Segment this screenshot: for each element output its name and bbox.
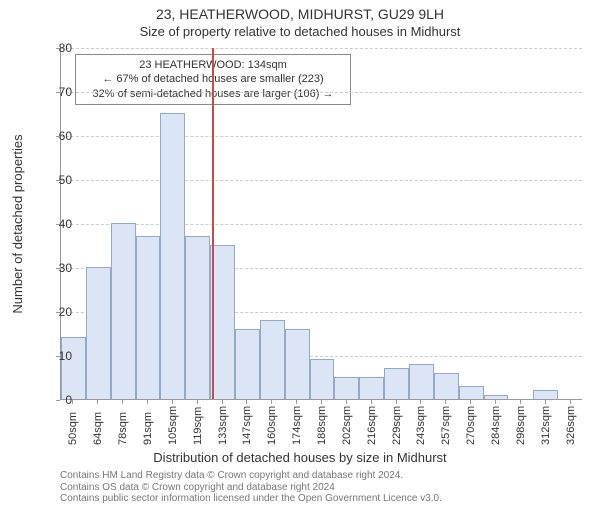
bar: [86, 267, 111, 399]
y-tick-mark: [56, 400, 60, 401]
x-tick-label: 133sqm: [217, 406, 229, 445]
x-tick-label: 50sqm: [67, 412, 79, 445]
bar: [235, 329, 260, 399]
x-tick-mark: [545, 400, 546, 404]
x-axis-label: Distribution of detached houses by size …: [0, 450, 600, 465]
x-tick-label: 216sqm: [366, 406, 378, 445]
x-tick-mark: [72, 400, 73, 404]
bar: [434, 373, 459, 399]
x-tick-mark: [321, 400, 322, 404]
x-tick-mark: [495, 400, 496, 404]
bar: [61, 337, 86, 399]
x-tick-label: 312sqm: [540, 406, 552, 445]
x-tick-label: 105sqm: [167, 406, 179, 445]
x-tick-mark: [396, 400, 397, 404]
x-tick-label: 243sqm: [415, 406, 427, 445]
x-tick-mark: [222, 400, 223, 404]
x-tick-mark: [172, 400, 173, 404]
x-tick-label: 284sqm: [490, 406, 502, 445]
x-tick-label: 160sqm: [266, 406, 278, 445]
y-tick-mark: [56, 48, 60, 49]
bar: [260, 320, 285, 399]
x-tick-label: 147sqm: [241, 406, 253, 445]
x-tick-label: 270sqm: [465, 406, 477, 445]
y-tick-mark: [56, 312, 60, 313]
x-tick-mark: [470, 400, 471, 404]
plot-area: 23 HEATHERWOOD: 134sqm ← 67% of detached…: [60, 48, 582, 400]
y-axis-label: Number of detached properties: [10, 134, 25, 313]
y-tick-mark: [56, 180, 60, 181]
gridline: [61, 48, 582, 49]
bar: [160, 113, 185, 399]
x-tick-mark: [520, 400, 521, 404]
chart-title-address: 23, HEATHERWOOD, MIDHURST, GU29 9LH: [0, 6, 600, 22]
chart-caption: Contains HM Land Registry data © Crown c…: [60, 470, 582, 505]
x-tick-mark: [147, 400, 148, 404]
bar: [459, 386, 484, 399]
bar: [310, 359, 335, 399]
bar: [285, 329, 310, 399]
y-tick-mark: [56, 268, 60, 269]
bar: [334, 377, 359, 399]
bar: [533, 390, 558, 399]
x-tick-label: 229sqm: [391, 406, 403, 445]
gridline: [61, 180, 582, 181]
gridline: [61, 136, 582, 137]
x-tick-mark: [97, 400, 98, 404]
bar: [136, 236, 161, 399]
bar: [409, 364, 434, 399]
bar: [384, 368, 409, 399]
y-tick-mark: [56, 224, 60, 225]
x-tick-mark: [246, 400, 247, 404]
y-tick-mark: [56, 92, 60, 93]
y-tick-mark: [56, 136, 60, 137]
x-tick-label: 78sqm: [117, 412, 129, 445]
x-tick-label: 257sqm: [440, 406, 452, 445]
bar: [111, 223, 136, 399]
y-tick-mark: [56, 356, 60, 357]
x-tick-mark: [420, 400, 421, 404]
gridline: [61, 92, 582, 93]
x-tick-mark: [122, 400, 123, 404]
gridline: [61, 224, 582, 225]
x-tick-label: 174sqm: [291, 406, 303, 445]
x-tick-label: 119sqm: [192, 407, 204, 445]
x-tick-label: 91sqm: [142, 412, 154, 445]
x-tick-mark: [346, 400, 347, 404]
x-tick-label: 188sqm: [316, 406, 328, 445]
x-tick-label: 326sqm: [565, 406, 577, 445]
x-tick-label: 202sqm: [341, 406, 353, 445]
x-tick-mark: [445, 400, 446, 404]
property-marker-line: [212, 48, 214, 399]
caption-line2: Contains OS data © Crown copyright and d…: [60, 482, 582, 494]
bar: [185, 236, 210, 399]
x-tick-label: 64sqm: [92, 412, 104, 445]
caption-line1: Contains HM Land Registry data © Crown c…: [60, 470, 582, 482]
x-tick-mark: [296, 400, 297, 404]
bar: [359, 377, 384, 399]
x-tick-label: 298sqm: [515, 406, 527, 445]
x-tick-mark: [570, 400, 571, 404]
bar: [484, 395, 509, 399]
x-tick-mark: [371, 400, 372, 404]
x-tick-mark: [197, 400, 198, 404]
caption-line3: Contains public sector information licen…: [60, 493, 582, 505]
x-tick-mark: [271, 400, 272, 404]
chart-subtitle: Size of property relative to detached ho…: [0, 24, 600, 39]
